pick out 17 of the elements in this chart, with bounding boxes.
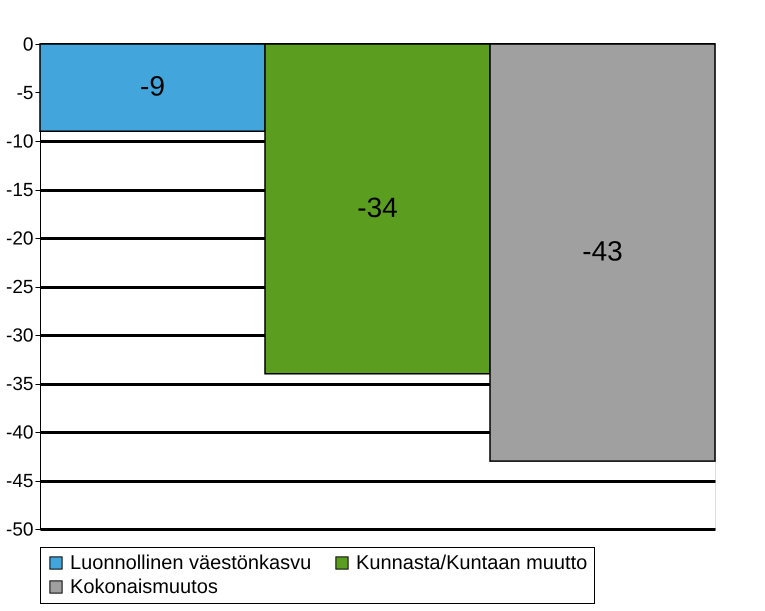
y-tick-label: -20 bbox=[6, 228, 34, 250]
y-tick-label: 0 bbox=[22, 34, 34, 56]
y-tick-label: -45 bbox=[6, 471, 34, 492]
y-tick-label: -5 bbox=[16, 83, 34, 104]
data-label: -34 bbox=[357, 192, 398, 223]
legend-label: Luonnollinen väestönkasvu bbox=[70, 552, 312, 574]
legend-label: Kokonaismuutos bbox=[70, 576, 218, 598]
data-label: -43 bbox=[582, 236, 623, 267]
y-tick-label: -25 bbox=[6, 277, 34, 298]
y-tick-label: -35 bbox=[6, 374, 34, 395]
legend-label: Kunnasta/Kuntaan muutto bbox=[356, 552, 588, 574]
y-tick-label: -40 bbox=[6, 422, 34, 444]
y-tick-label: -50 bbox=[6, 520, 34, 540]
y-tick-label: -10 bbox=[6, 132, 34, 152]
y-tick-label: -15 bbox=[6, 180, 34, 201]
data-label: -9 bbox=[140, 70, 165, 102]
y-tick-label: -30 bbox=[6, 326, 34, 346]
